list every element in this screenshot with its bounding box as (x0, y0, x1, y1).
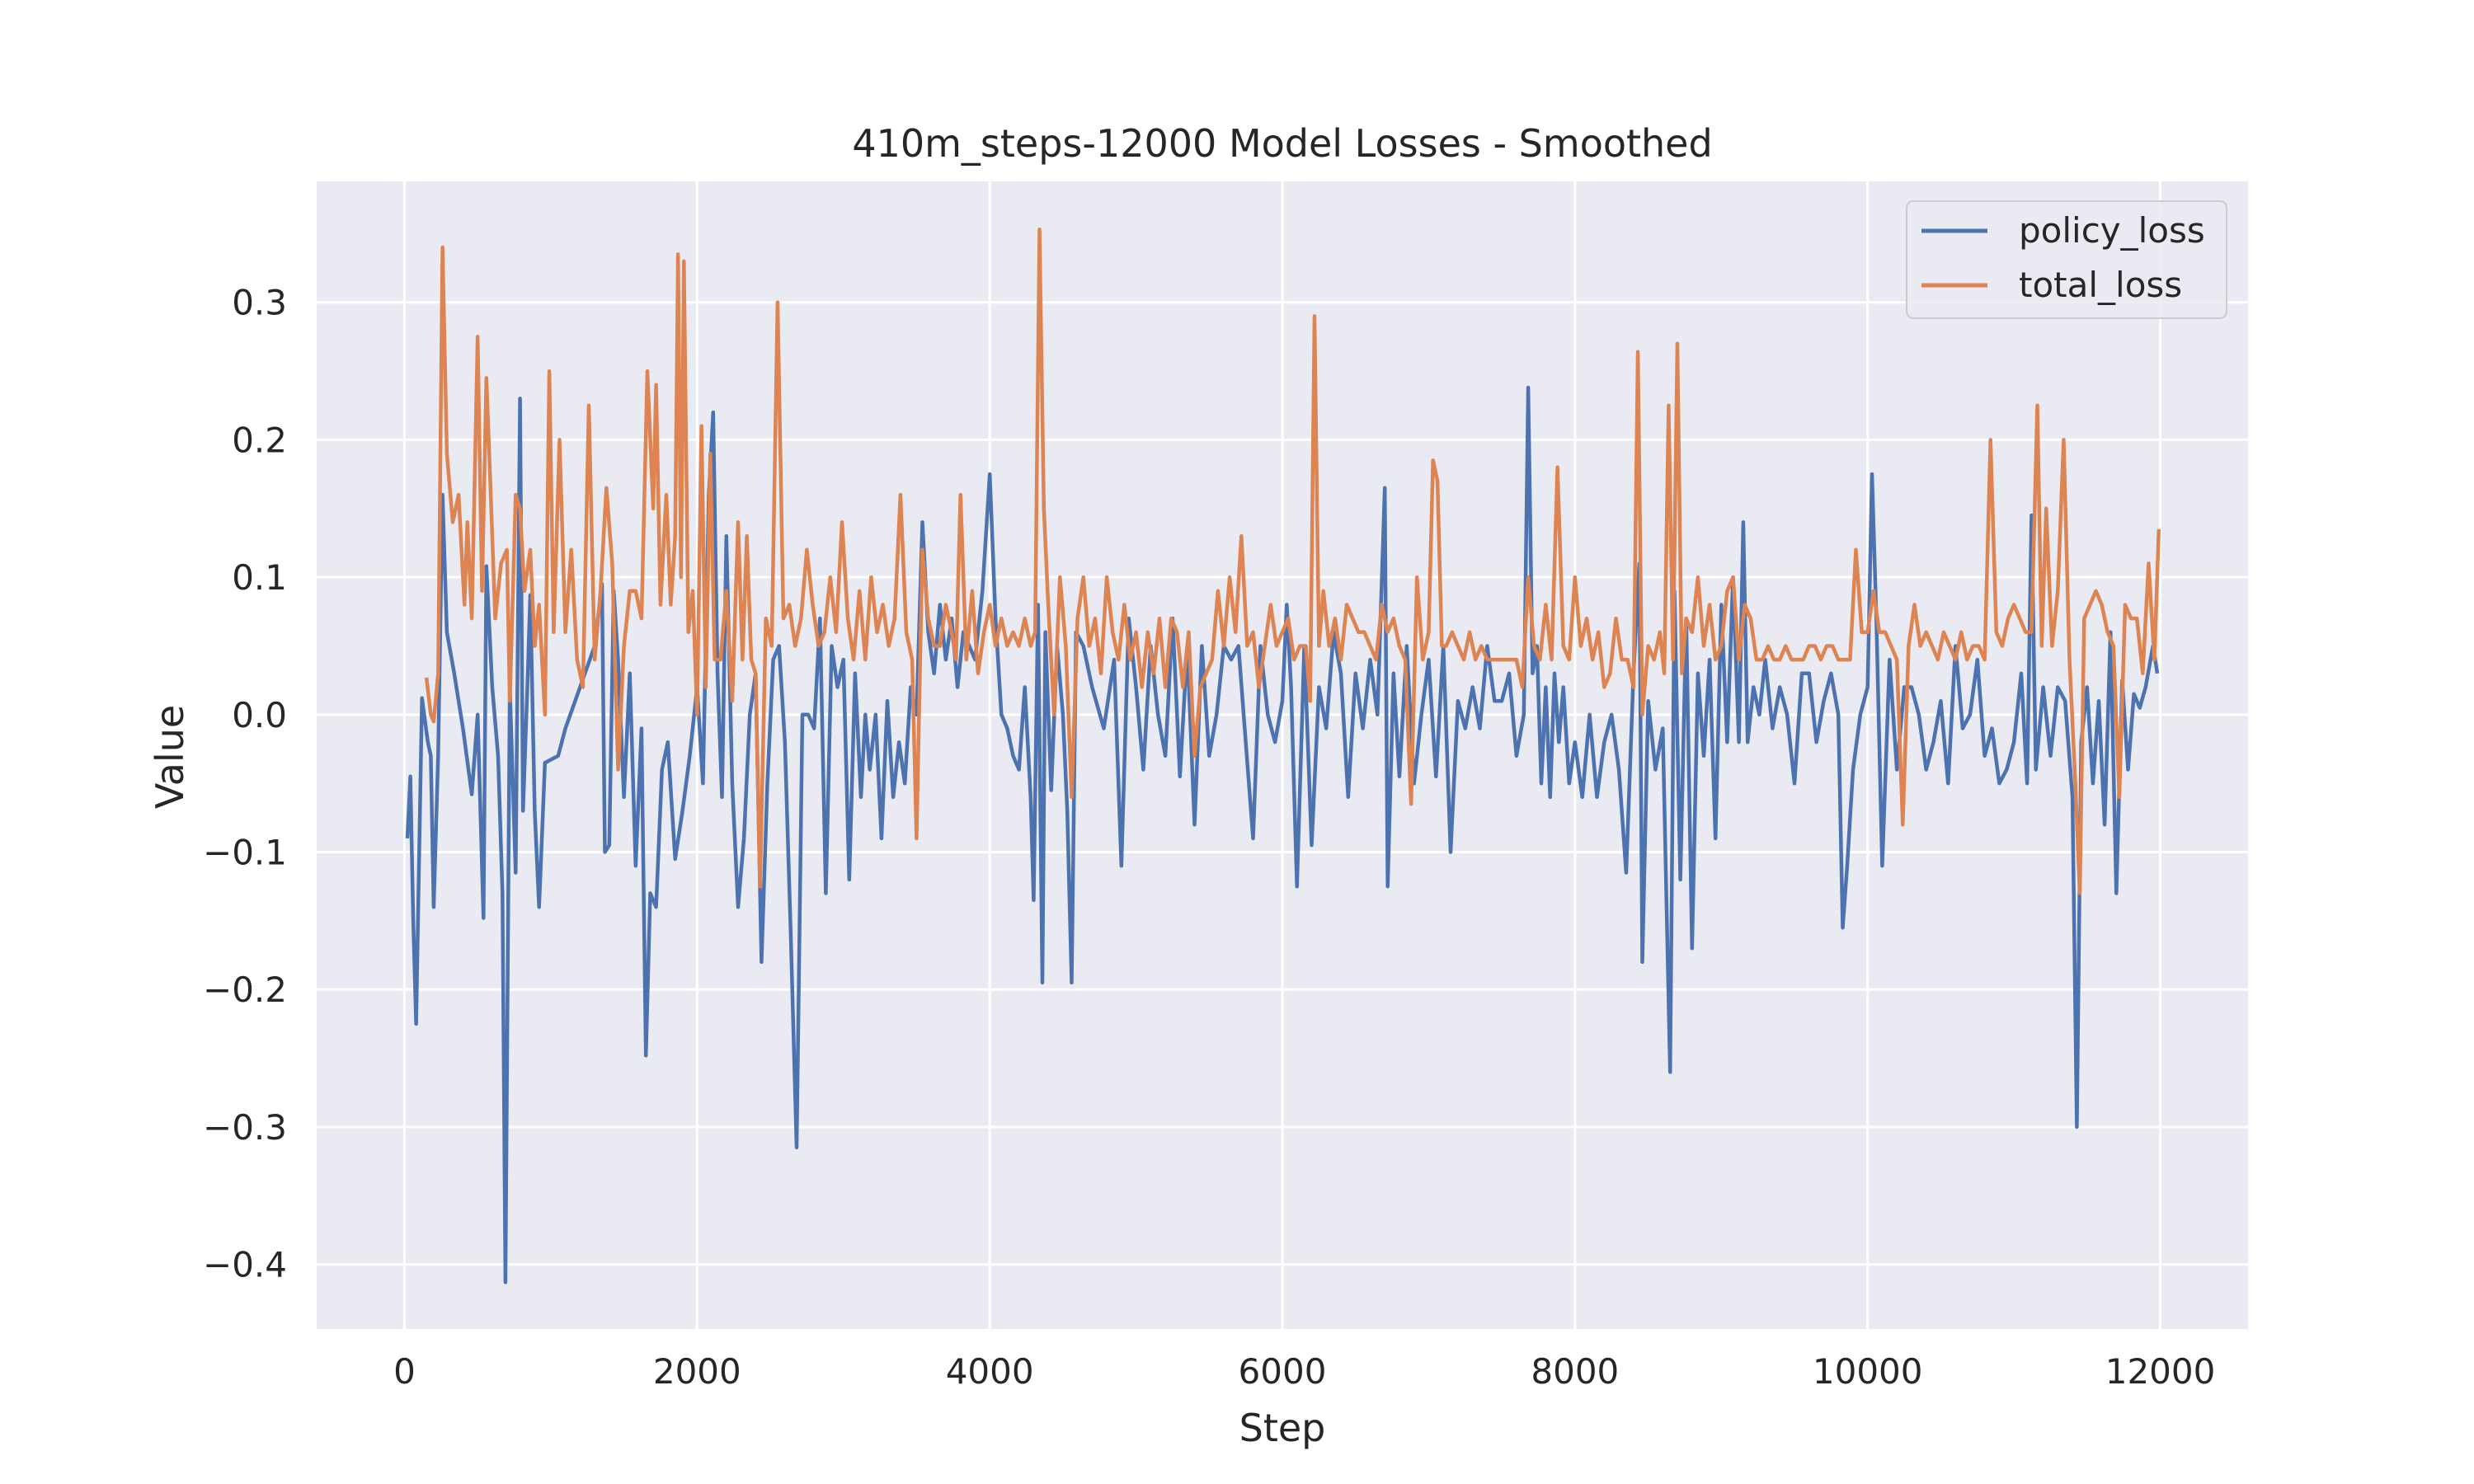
x-axis-title: Step (1239, 1406, 1326, 1450)
x-tick-label: 12000 (2105, 1351, 2216, 1392)
y-tick-label: −0.3 (203, 1107, 287, 1148)
y-tick-label: −0.1 (203, 833, 287, 873)
x-tick-label: 8000 (1531, 1351, 1619, 1392)
y-tick-label: −0.2 (203, 970, 287, 1010)
y-tick-label: −0.4 (203, 1245, 287, 1285)
legend-label-total-loss: total_loss (2019, 265, 2182, 305)
y-tick-label: 0.3 (232, 283, 287, 323)
y-tick-label: 0.1 (232, 557, 287, 598)
series-group (405, 228, 2161, 1284)
series-line-total-loss (424, 228, 2161, 895)
x-tick-label: 10000 (1813, 1351, 1923, 1392)
y-axis-title: Value (148, 705, 192, 809)
chart-title: 410m_steps-12000 Model Losses - Smoothed (852, 121, 1712, 166)
legend-label-policy-loss: policy_loss (2019, 210, 2205, 251)
x-tick-label: 4000 (946, 1351, 1034, 1392)
y-tick-label: 0.0 (232, 695, 287, 735)
grid-lines (317, 181, 2248, 1329)
x-tick-label: 0 (393, 1351, 416, 1392)
legend: policy_loss total_loss (1906, 200, 2227, 319)
y-tick-label: 0.2 (232, 420, 287, 460)
tick-labels: 0 2000 4000 6000 8000 10000 12000 −0.4 −0.3 −0.2 −… (203, 283, 2215, 1392)
series-line-policy-loss (405, 385, 2160, 1284)
x-tick-label: 6000 (1239, 1351, 1327, 1392)
x-tick-label: 2000 (653, 1351, 741, 1392)
